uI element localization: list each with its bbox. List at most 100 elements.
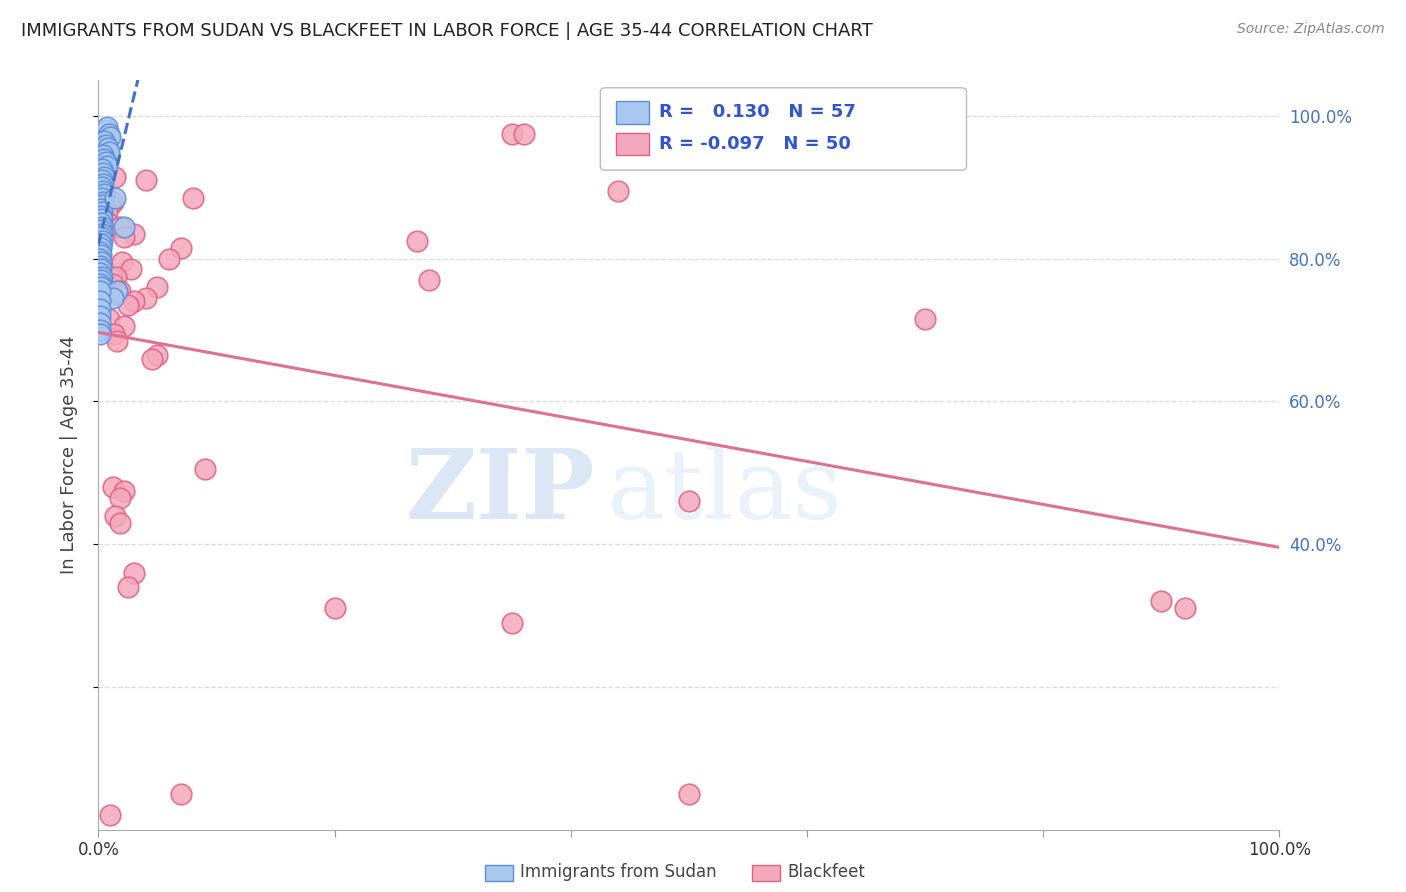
Point	[89, 309, 111, 323]
Point	[194, 462, 217, 476]
Text: Source: ZipAtlas.com: Source: ZipAtlas.com	[1237, 22, 1385, 37]
Point	[104, 191, 127, 205]
Point	[91, 162, 114, 177]
Point	[1174, 601, 1197, 615]
FancyBboxPatch shape	[616, 102, 648, 124]
Point	[98, 145, 121, 159]
Point	[90, 230, 112, 244]
Point	[418, 273, 440, 287]
Point	[91, 205, 114, 219]
Point	[170, 787, 193, 801]
Point	[501, 127, 523, 141]
Y-axis label: In Labor Force | Age 35-44: In Labor Force | Age 35-44	[59, 335, 77, 574]
Point	[94, 155, 117, 169]
Point	[89, 316, 111, 330]
Point	[91, 130, 114, 145]
Point	[98, 198, 121, 212]
Point	[91, 191, 114, 205]
Point	[91, 166, 114, 180]
Point	[108, 491, 131, 505]
Text: R =   0.130   N = 57: R = 0.130 N = 57	[659, 103, 856, 121]
Point	[91, 198, 114, 212]
Point	[111, 255, 134, 269]
Point	[501, 615, 523, 630]
Point	[105, 334, 128, 348]
Point	[135, 173, 157, 187]
Point	[97, 141, 120, 155]
Point	[91, 184, 114, 198]
Point	[91, 180, 114, 194]
Point	[91, 177, 114, 191]
Point	[1150, 594, 1173, 608]
Point	[89, 284, 111, 298]
Point	[98, 312, 121, 326]
Text: atlas: atlas	[606, 445, 842, 540]
Point	[98, 127, 121, 141]
Point	[122, 294, 145, 309]
Point	[104, 169, 127, 184]
Point	[93, 134, 115, 148]
Point	[96, 205, 118, 219]
Point	[914, 312, 936, 326]
Point	[101, 291, 124, 305]
Point	[90, 280, 112, 294]
Point	[117, 298, 139, 312]
Point	[89, 326, 111, 341]
Point	[91, 194, 114, 209]
Point	[90, 209, 112, 223]
Point	[105, 287, 128, 301]
Point	[112, 483, 135, 498]
Point	[122, 227, 145, 241]
Text: R = -0.097   N = 50: R = -0.097 N = 50	[659, 135, 851, 153]
Point	[91, 269, 114, 284]
Point	[89, 294, 111, 309]
Point	[91, 227, 114, 241]
Point	[98, 808, 121, 822]
Point	[323, 601, 346, 615]
Point	[146, 280, 169, 294]
Point	[91, 212, 114, 227]
Point	[94, 123, 117, 137]
Point	[89, 266, 111, 280]
Text: IMMIGRANTS FROM SUDAN VS BLACKFEET IN LABOR FORCE | AGE 35-44 CORRELATION CHART: IMMIGRANTS FROM SUDAN VS BLACKFEET IN LA…	[21, 22, 873, 40]
Point	[101, 480, 124, 494]
Point	[101, 277, 124, 291]
Point	[91, 148, 114, 162]
Point	[678, 787, 700, 801]
FancyBboxPatch shape	[600, 87, 966, 170]
Point	[607, 184, 630, 198]
Point	[108, 516, 131, 530]
Point	[181, 191, 204, 205]
Point	[112, 230, 135, 244]
Point	[93, 187, 115, 202]
Point	[117, 580, 139, 594]
Point	[97, 216, 120, 230]
Point	[112, 319, 135, 334]
Point	[90, 202, 112, 216]
Point	[91, 219, 114, 234]
Point	[512, 127, 534, 141]
FancyBboxPatch shape	[616, 133, 648, 155]
Point	[121, 262, 143, 277]
Point	[91, 173, 114, 187]
Point	[89, 252, 111, 266]
Point	[93, 169, 115, 184]
Text: ZIP: ZIP	[405, 445, 595, 540]
Point	[122, 566, 145, 580]
Point	[89, 244, 111, 259]
Point	[135, 291, 157, 305]
Point	[108, 284, 131, 298]
Point	[89, 277, 111, 291]
Point	[91, 234, 114, 248]
Point	[94, 137, 117, 152]
Point	[90, 273, 112, 287]
Point	[89, 259, 111, 273]
Point	[98, 130, 121, 145]
Point	[90, 248, 112, 262]
Point	[90, 216, 112, 230]
Point	[112, 219, 135, 234]
Point	[89, 323, 111, 337]
Point	[146, 348, 169, 362]
Point	[90, 223, 112, 237]
Point	[105, 269, 128, 284]
